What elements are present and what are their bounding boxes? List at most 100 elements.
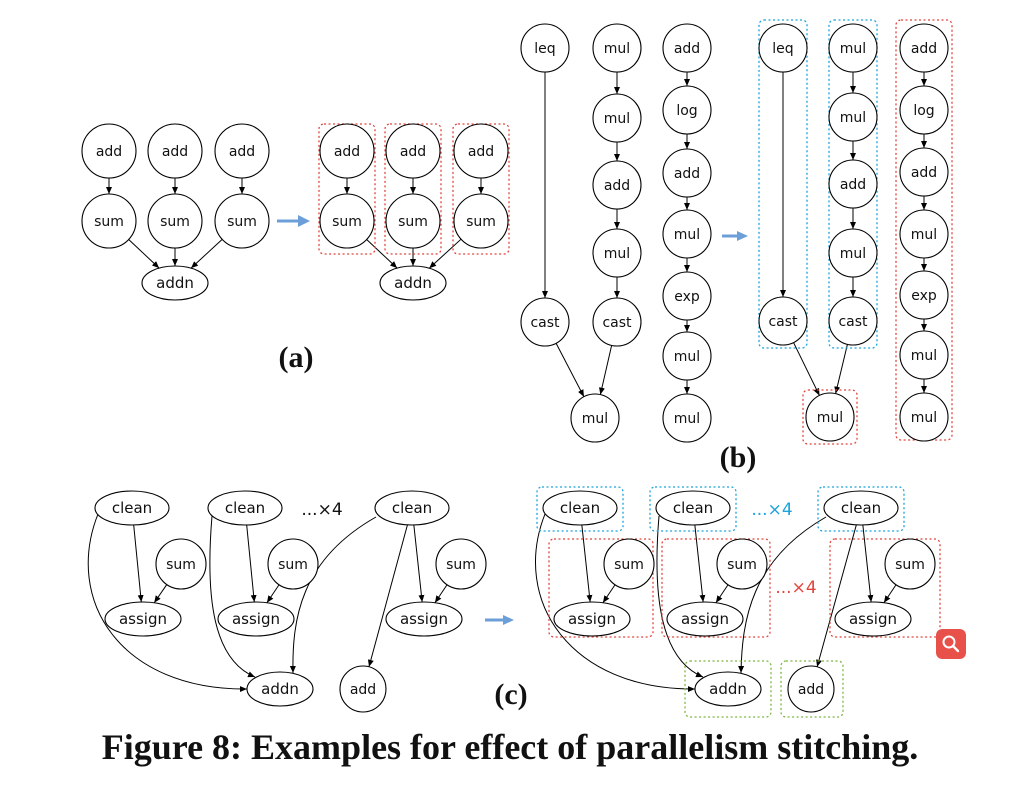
node-shape	[104, 601, 182, 637]
node-shape	[662, 331, 712, 381]
node-sum-a12: sum	[385, 193, 441, 249]
node-shape	[453, 123, 509, 179]
edge-c13-c19	[694, 524, 706, 603]
node-shape	[899, 85, 949, 135]
node-shape	[147, 193, 203, 249]
node-label: clean	[841, 499, 881, 517]
edge-c14-c22	[816, 524, 857, 667]
node-shape	[899, 270, 949, 320]
node-shape	[787, 665, 835, 713]
node-label: clean	[673, 499, 713, 517]
node-shape	[828, 159, 878, 209]
edge-c1-c7	[133, 524, 144, 603]
node-label: log	[913, 103, 934, 119]
blue-group-box-9	[649, 486, 737, 532]
node-label: clean	[225, 499, 265, 517]
edge-c3-c9	[413, 524, 425, 603]
edge-c3-c11	[367, 524, 408, 667]
transform-arrow-c	[485, 615, 514, 625]
node-mul-b14: mul	[570, 393, 620, 443]
node-sum-c4: sum	[155, 538, 207, 590]
node-log-b5: log	[662, 85, 712, 135]
node-shape	[553, 601, 631, 637]
blue-group-box-5	[828, 19, 878, 349]
node-cast-b12: cast	[592, 297, 642, 347]
search-button-bg	[936, 629, 966, 659]
edges-layer	[87, 72, 927, 693]
node-label: addn	[261, 680, 299, 698]
edge-b11-b14	[555, 343, 585, 397]
subfigure-label-a: (a)	[279, 341, 314, 374]
node-sum-a4: sum	[81, 193, 137, 249]
edge-c15-c18	[602, 584, 616, 604]
node-add-a1: add	[81, 123, 137, 179]
node-label: add	[604, 178, 630, 194]
node-shape	[828, 92, 878, 142]
node-mul-b28: mul	[899, 330, 949, 380]
node-assign-c8: assign	[217, 601, 295, 637]
node-shape	[884, 538, 936, 590]
node-shape	[94, 490, 170, 526]
node-label: add	[674, 166, 700, 182]
node-shape	[246, 671, 314, 707]
search-button[interactable]	[936, 629, 966, 659]
node-label: mul	[674, 227, 700, 243]
node-shape	[592, 93, 642, 143]
blue-group-box-4	[758, 19, 808, 349]
node-mul-b13: mul	[662, 331, 712, 381]
node-mul-b4: mul	[592, 93, 642, 143]
edge-c14-c20	[862, 524, 874, 603]
node-mul-b9: mul	[662, 209, 712, 259]
blue-group-box-8	[536, 486, 624, 532]
node-assign-c19: assign	[666, 601, 744, 637]
transform-arrow-b	[722, 231, 748, 241]
node-label: assign	[400, 610, 448, 628]
node-label: addn	[709, 680, 747, 698]
node-label: sum	[160, 214, 190, 230]
node-shape	[385, 193, 441, 249]
node-add-b21: add	[828, 159, 878, 209]
magnifier-icon	[942, 635, 960, 653]
node-label: mul	[840, 246, 866, 262]
node-shape	[520, 297, 570, 347]
node-shape	[267, 538, 319, 590]
node-shape	[542, 490, 618, 526]
node-add-c11: add	[339, 665, 387, 713]
green-group-box-15	[780, 660, 844, 718]
edge-c16-c19	[715, 584, 729, 604]
node-shape	[592, 23, 642, 73]
node-leq-b16: leq	[758, 23, 808, 73]
node-shape	[207, 490, 283, 526]
node-add-c22: add	[787, 665, 835, 713]
node-sum-a5: sum	[147, 193, 203, 249]
node-label: sum	[332, 214, 362, 230]
node-add-b6: add	[592, 160, 642, 210]
node-label: add	[840, 177, 866, 193]
node-shape	[828, 23, 878, 73]
node-shape	[899, 23, 949, 73]
node-addn-a7: addn	[141, 265, 209, 301]
subfigure-label-c: (c)	[494, 678, 527, 711]
node-shape	[385, 123, 441, 179]
node-label: add	[162, 144, 188, 160]
node-shape	[339, 665, 387, 713]
edge-a11-a14	[366, 239, 398, 269]
node-shape	[662, 23, 712, 73]
node-label: exp	[911, 288, 937, 304]
node-log-b20: log	[899, 85, 949, 135]
subfigure-label-b: (b)	[720, 441, 757, 474]
node-shape	[758, 23, 808, 73]
node-shape	[81, 123, 137, 179]
node-mul-b15: mul	[662, 393, 712, 443]
node-label: clean	[392, 499, 432, 517]
node-sum-c5: sum	[267, 538, 319, 590]
nodes-layer: add add add sum sum sum addn add add add sum sum sum…	[81, 23, 949, 713]
node-shape	[592, 160, 642, 210]
node-shape	[319, 193, 375, 249]
node-label: add	[911, 41, 937, 57]
edge-c4-c7	[153, 584, 168, 604]
node-label: add	[96, 144, 122, 160]
node-shape	[828, 296, 878, 346]
transform-arrow-a	[277, 215, 310, 227]
node-add-a9: add	[385, 123, 441, 179]
